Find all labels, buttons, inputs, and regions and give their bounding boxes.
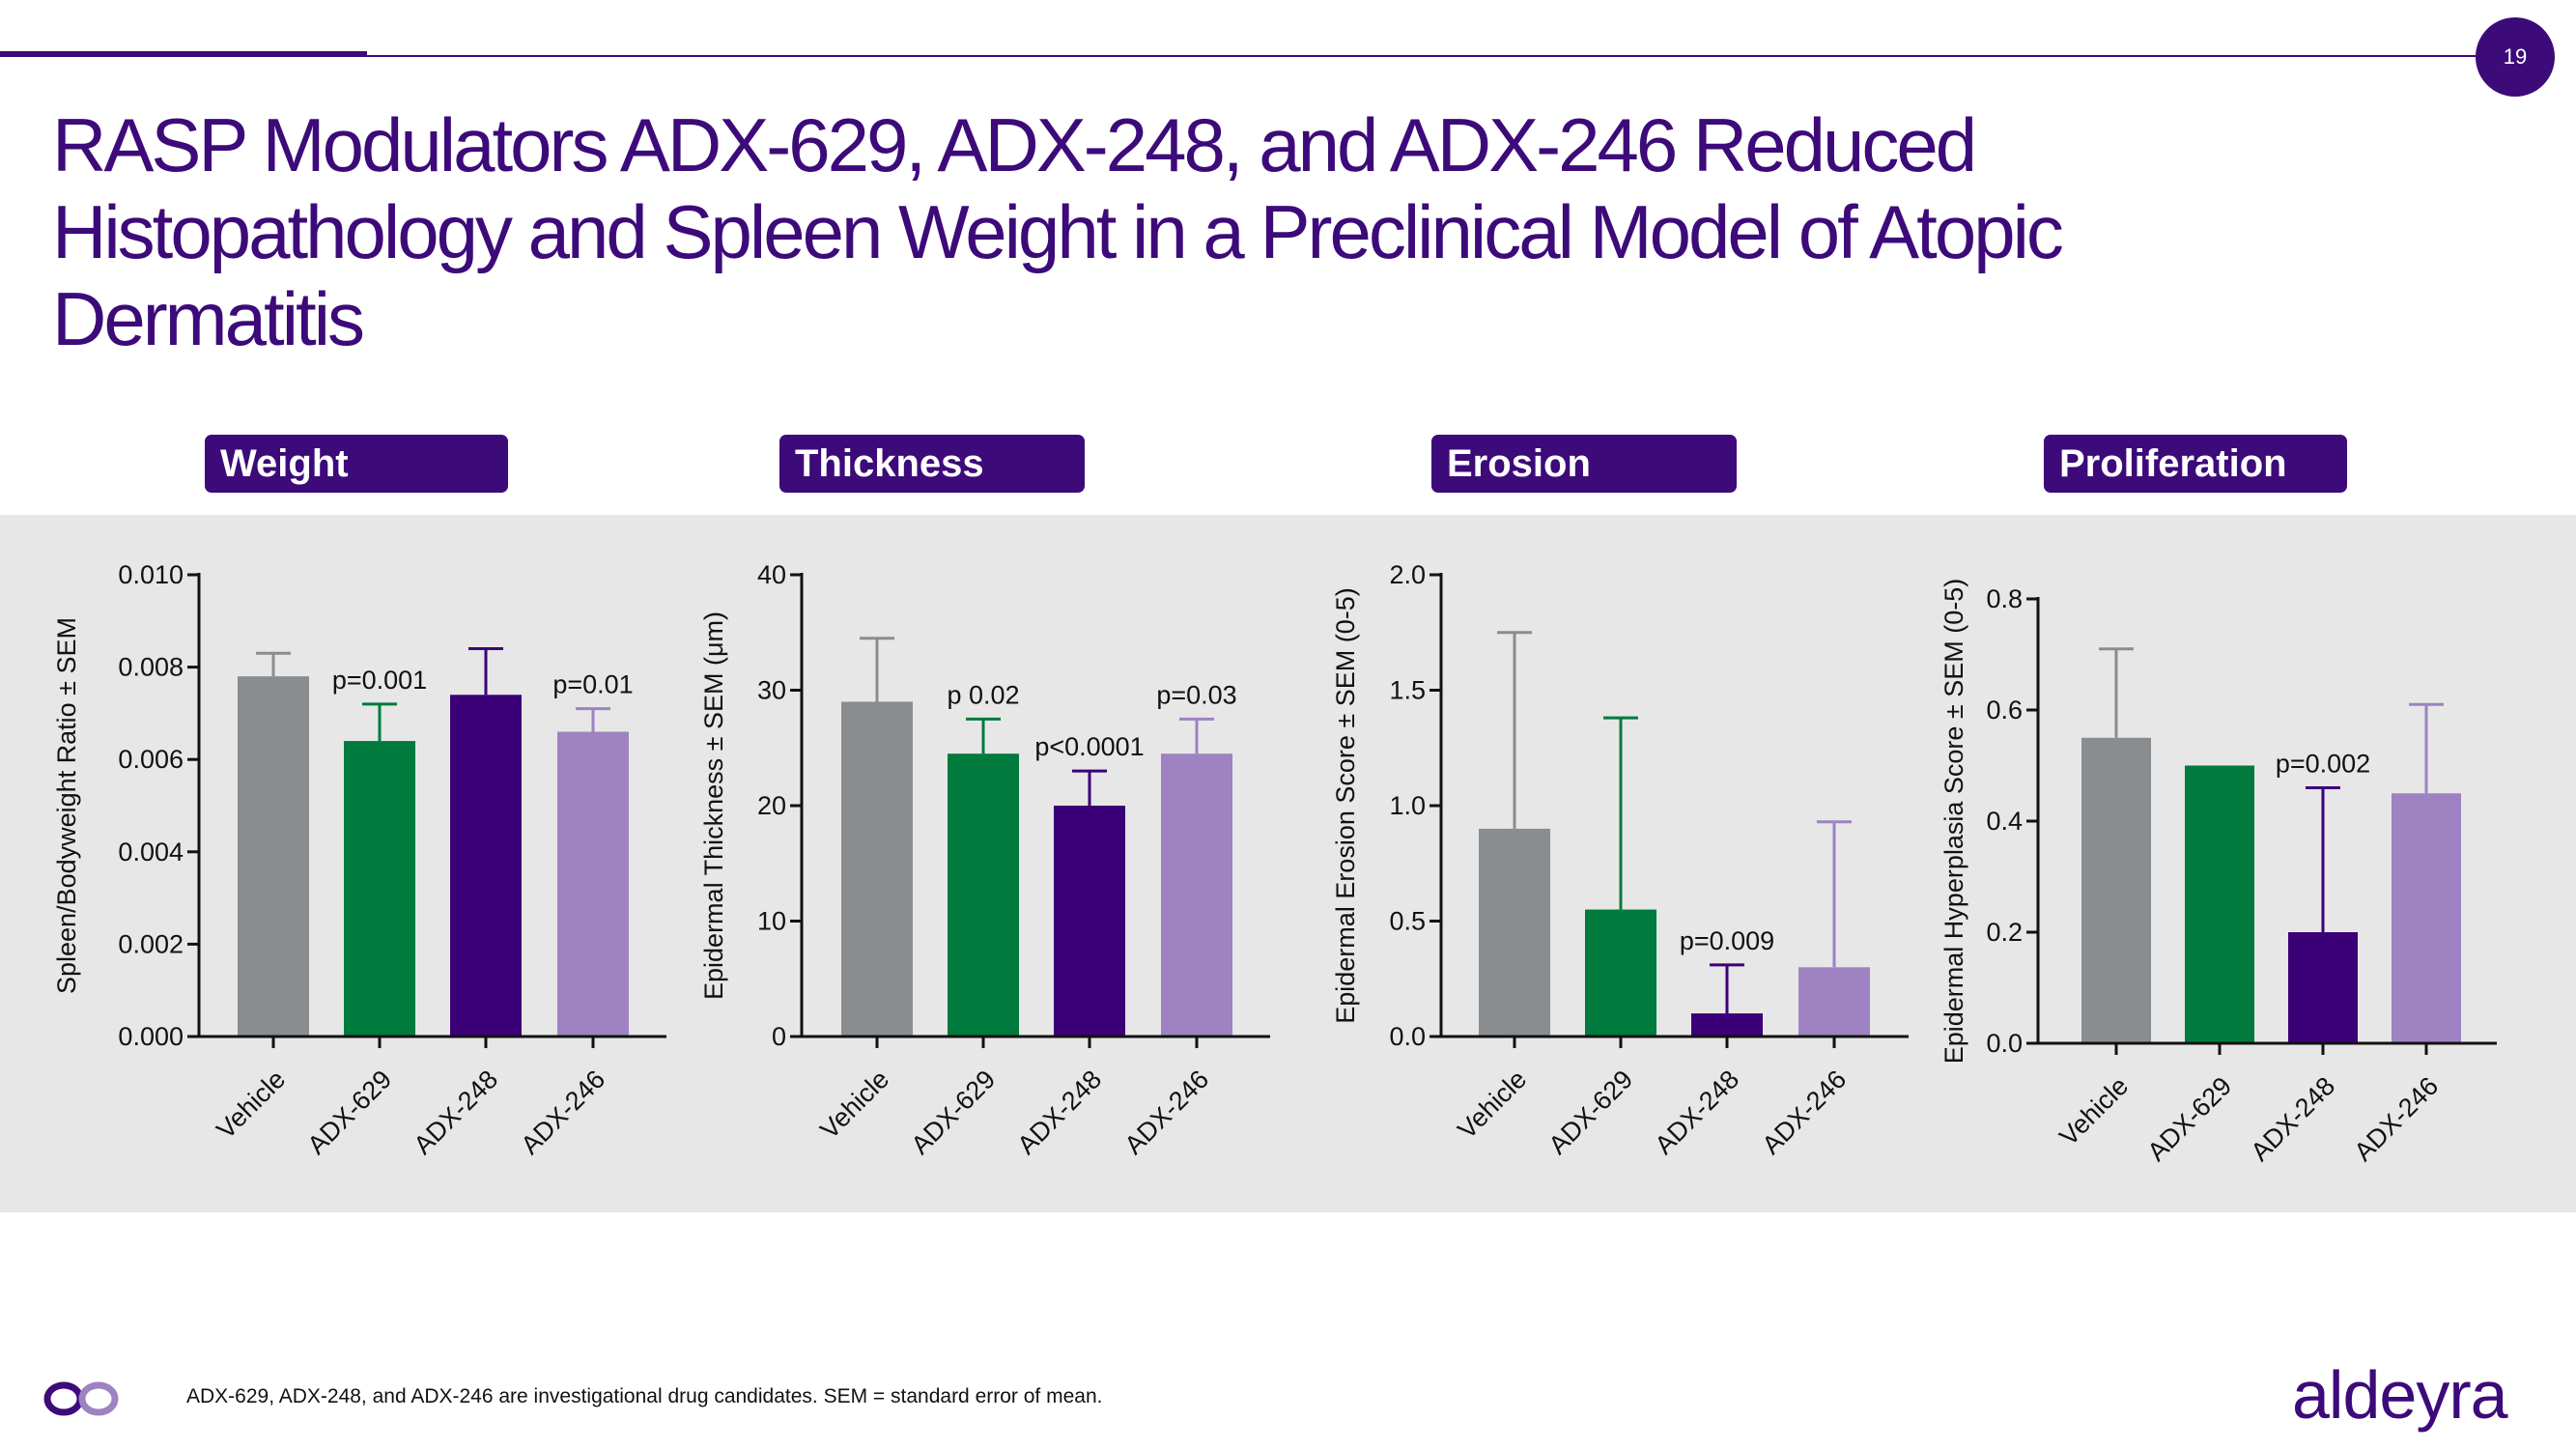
x-tick-label: ADX-629	[302, 1065, 398, 1160]
aldeyra-logo-icon	[43, 1381, 119, 1416]
panel-label-thickness: Thickness	[779, 435, 1085, 493]
bar-adx-629	[344, 741, 415, 1037]
x-tick-label: Vehicle	[2053, 1071, 2134, 1151]
p-value-label: p=0.002	[2276, 750, 2370, 779]
y-tick-label: 1.0	[1389, 791, 1426, 820]
y-tick-label: 0.010	[118, 560, 184, 589]
x-tick-label: Vehicle	[814, 1065, 894, 1145]
x-tick-label: ADX-246	[2349, 1071, 2445, 1167]
bar-vehicle	[2081, 737, 2151, 1043]
p-value-label: p<0.0001	[1034, 732, 1144, 761]
y-tick-label: 1.5	[1389, 676, 1426, 705]
bar-adx-246	[1798, 967, 1870, 1037]
bar-adx-629	[1585, 909, 1656, 1037]
y-tick-label: 30	[757, 676, 786, 705]
bar-adx-629	[2185, 765, 2254, 1043]
x-tick-label: ADX-246	[1757, 1065, 1853, 1160]
y-tick-label: 0.8	[1986, 584, 2023, 613]
bar-adx-248	[1054, 806, 1125, 1037]
y-tick-label: 40	[757, 560, 786, 589]
y-tick-label: 0	[772, 1022, 786, 1051]
p-value-label: p=0.001	[332, 666, 427, 695]
y-tick-label: 20	[757, 791, 786, 820]
bar-vehicle	[841, 701, 913, 1037]
p-value-label: p 0.02	[947, 680, 1019, 709]
y-axis-label: Epidermal Hyperplasia Score ± SEM (0-5)	[1939, 579, 1968, 1065]
x-tick-label: ADX-629	[906, 1065, 1002, 1160]
x-tick-label: ADX-629	[2142, 1071, 2238, 1167]
x-tick-label: ADX-246	[516, 1065, 611, 1160]
x-tick-label: Vehicle	[1452, 1065, 1532, 1145]
y-tick-label: 0.002	[118, 929, 184, 958]
y-tick-label: 0.2	[1986, 918, 2023, 947]
y-tick-label: 0.006	[118, 745, 184, 774]
bar-adx-248	[1691, 1013, 1763, 1037]
y-tick-label: 2.0	[1389, 560, 1426, 589]
bar-vehicle	[238, 676, 309, 1037]
bar-vehicle	[1479, 828, 1550, 1037]
footnote: ADX-629, ADX-248, and ADX-246 are invest…	[186, 1385, 1103, 1407]
x-tick-label: Vehicle	[211, 1065, 291, 1145]
y-tick-label: 10	[757, 907, 786, 936]
brand-wordmark: aldeyra	[2292, 1357, 2508, 1433]
bar-adx-246	[1161, 753, 1232, 1037]
header-accent-line	[0, 51, 367, 57]
x-tick-label: ADX-248	[1012, 1065, 1108, 1160]
slide-title: RASP Modulators ADX-629, ADX-248, and AD…	[52, 102, 2064, 361]
y-axis-label: Epidermal Erosion Score ± SEM (0-5)	[1331, 587, 1360, 1023]
bar-adx-248	[2288, 932, 2358, 1043]
x-tick-label: ADX-248	[2246, 1071, 2341, 1167]
y-tick-label: 0.5	[1389, 907, 1426, 936]
p-value-label: p=0.009	[1680, 926, 1774, 955]
p-value-label: p=0.03	[1156, 680, 1236, 709]
y-tick-label: 0.6	[1986, 696, 2023, 724]
y-tick-label: 0.008	[118, 653, 184, 682]
panel-label-weight: Weight	[205, 435, 508, 493]
y-axis-label: Spleen/Bodyweight Ratio ± SEM	[52, 617, 81, 994]
y-tick-label: 0.000	[118, 1022, 184, 1051]
p-value-label: p=0.01	[552, 670, 633, 699]
y-tick-label: 0.0	[1389, 1022, 1426, 1051]
bar-adx-246	[2392, 793, 2461, 1043]
panel-label-erosion: Erosion	[1431, 435, 1737, 493]
bar-adx-246	[557, 731, 629, 1037]
x-tick-label: ADX-629	[1543, 1065, 1639, 1160]
y-tick-label: 0.4	[1986, 807, 2023, 836]
bar-adx-248	[450, 695, 522, 1037]
panel-label-proliferation: Proliferation	[2044, 435, 2347, 493]
y-axis-label: Epidermal Thickness ± SEM (μm)	[699, 611, 728, 1000]
page-number: 19	[2476, 17, 2555, 97]
x-tick-label: ADX-248	[1650, 1065, 1745, 1160]
x-tick-label: ADX-246	[1119, 1065, 1215, 1160]
y-tick-label: 0.004	[118, 838, 184, 867]
header-rule	[0, 55, 2502, 57]
x-tick-label: ADX-248	[409, 1065, 504, 1160]
y-tick-label: 0.0	[1986, 1029, 2023, 1058]
bar-adx-629	[948, 753, 1019, 1037]
